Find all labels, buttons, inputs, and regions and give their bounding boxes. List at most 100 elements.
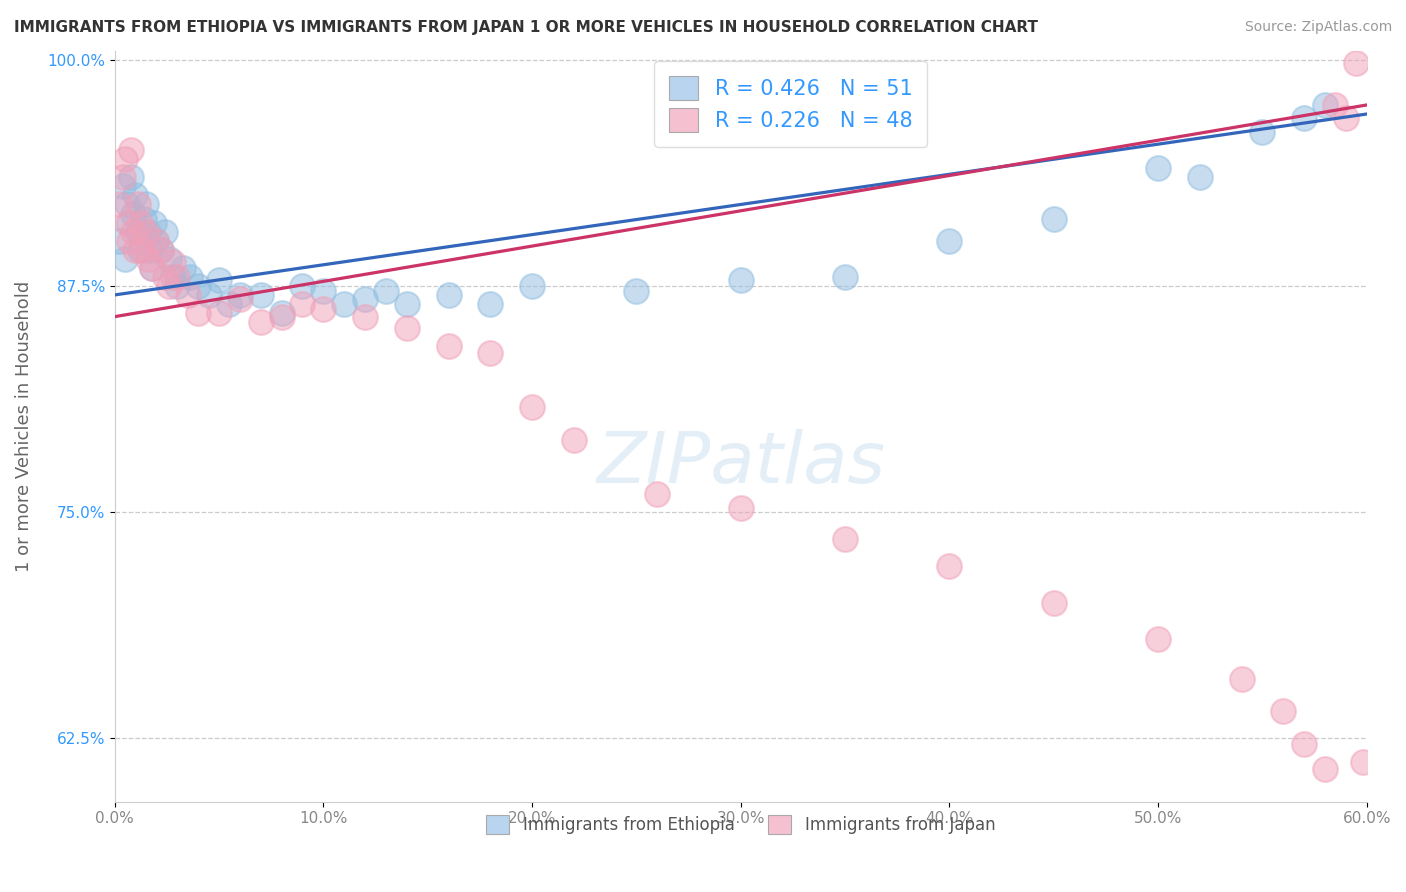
Point	[395, 320, 418, 334]
Point	[139, 243, 162, 257]
Point	[1294, 737, 1316, 751]
Point	[938, 559, 960, 574]
Point	[1294, 111, 1316, 125]
Point	[114, 252, 136, 266]
Point	[1351, 755, 1374, 769]
Point	[149, 243, 172, 257]
Point	[208, 306, 231, 320]
Point	[1251, 125, 1274, 139]
Point	[136, 225, 159, 239]
Point	[120, 143, 142, 157]
Point	[938, 234, 960, 248]
Point	[145, 234, 167, 248]
Point	[1334, 111, 1357, 125]
Point	[115, 216, 138, 230]
Point	[730, 273, 752, 287]
Point	[1324, 98, 1347, 112]
Point	[157, 252, 180, 266]
Point	[128, 243, 150, 257]
Y-axis label: 1 or more Vehicles in Household: 1 or more Vehicles in Household	[15, 280, 32, 572]
Point	[135, 197, 157, 211]
Point	[111, 170, 134, 185]
Point	[111, 179, 134, 194]
Point	[145, 234, 167, 248]
Point	[187, 306, 209, 320]
Point	[118, 234, 141, 248]
Point	[249, 288, 271, 302]
Point	[127, 197, 149, 211]
Point	[645, 487, 668, 501]
Point	[354, 310, 377, 324]
Point	[172, 260, 194, 275]
Point	[479, 346, 502, 360]
Point	[354, 292, 377, 306]
Point	[107, 234, 129, 248]
Text: ZIPatlas: ZIPatlas	[596, 429, 886, 498]
Point	[124, 243, 146, 257]
Point	[333, 297, 356, 311]
Point	[437, 338, 460, 352]
Point	[166, 269, 188, 284]
Point	[157, 279, 180, 293]
Point	[374, 285, 396, 299]
Point	[291, 279, 314, 293]
Point	[114, 153, 136, 167]
Point	[197, 288, 219, 302]
Point	[127, 225, 149, 239]
Point	[131, 234, 153, 248]
Point	[107, 197, 129, 211]
Point	[520, 400, 543, 414]
Point	[1313, 762, 1336, 776]
Point	[135, 225, 157, 239]
Point	[128, 216, 150, 230]
Point	[143, 216, 166, 230]
Point	[270, 306, 292, 320]
Point	[479, 297, 502, 311]
Point	[1042, 211, 1064, 226]
Point	[1042, 595, 1064, 609]
Point	[141, 260, 163, 275]
Point	[626, 285, 648, 299]
Point	[162, 255, 184, 269]
Point	[176, 288, 198, 302]
Point	[229, 288, 252, 302]
Point	[1230, 672, 1253, 686]
Point	[218, 297, 240, 311]
Point	[149, 243, 172, 257]
Point	[312, 302, 335, 317]
Text: Source: ZipAtlas.com: Source: ZipAtlas.com	[1244, 20, 1392, 34]
Point	[437, 288, 460, 302]
Point	[249, 315, 271, 329]
Point	[187, 279, 209, 293]
Point	[834, 269, 856, 284]
Point	[562, 433, 585, 447]
Point	[132, 211, 155, 226]
Point	[395, 297, 418, 311]
Point	[1188, 170, 1211, 185]
Point	[131, 243, 153, 257]
Point	[118, 216, 141, 230]
Point	[120, 170, 142, 185]
Point	[162, 269, 184, 284]
Point	[229, 292, 252, 306]
Point	[1313, 98, 1336, 112]
Legend: Immigrants from Ethiopia, Immigrants from Japan: Immigrants from Ethiopia, Immigrants fro…	[474, 803, 1007, 846]
Point	[208, 273, 231, 287]
Point	[124, 188, 146, 202]
Point	[115, 197, 138, 211]
Point	[141, 260, 163, 275]
Point	[122, 206, 145, 220]
Point	[730, 501, 752, 516]
Point	[520, 279, 543, 293]
Point	[166, 279, 188, 293]
Point	[312, 285, 335, 299]
Point	[179, 269, 201, 284]
Point	[291, 297, 314, 311]
Point	[122, 225, 145, 239]
Point	[270, 310, 292, 324]
Point	[1272, 704, 1295, 718]
Point	[153, 269, 176, 284]
Point	[1147, 632, 1170, 646]
Point	[1147, 161, 1170, 176]
Point	[153, 225, 176, 239]
